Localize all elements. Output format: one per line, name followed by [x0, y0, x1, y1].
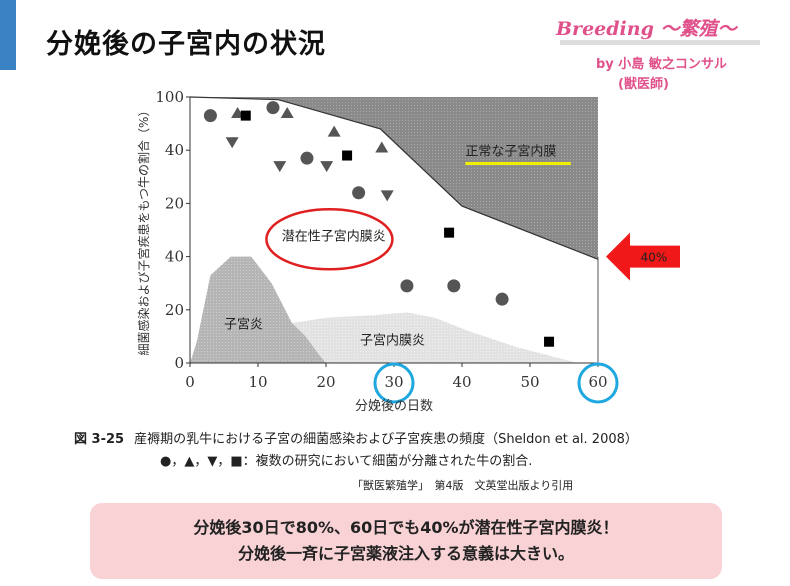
author-role: (獣医師): [618, 77, 669, 92]
label-endometritis: 子宮内膜炎: [360, 332, 425, 348]
y-tick-label: 100: [155, 88, 184, 106]
marker-circle: [447, 279, 461, 293]
y-tick-label: 20: [165, 194, 184, 212]
accent-bar: [0, 0, 16, 70]
y-tick-label: 40: [165, 248, 184, 266]
brand-underline: [560, 40, 760, 45]
marker-triangle-down: [320, 161, 334, 173]
figure-number: 図 3-25: [74, 432, 125, 447]
marker-circle: [495, 292, 509, 306]
author: by 小島 敏之コンサル (獣医師): [596, 55, 727, 95]
area-endometritis: [292, 312, 578, 363]
marker-square: [544, 336, 555, 347]
legend-caption: ●，▲，▼，■：複数の研究において細菌が分離された牛の割合.: [160, 454, 533, 469]
x-tick-label: 10: [248, 373, 267, 391]
y-tick-label: 40: [165, 141, 184, 159]
marker-circle: [400, 279, 414, 293]
highlight-ellipse: [265, 208, 394, 271]
y-axis-label: 細菌感染および子宮疾患をもつ牛の割合（%）: [136, 105, 151, 356]
x-tick-label: 60: [588, 373, 607, 391]
caption-text: 産褥期の乳牛における子宮の細菌感染および子宮疾患の頻度（Sheldon et a…: [134, 432, 638, 447]
x-tick-label: 20: [316, 373, 335, 391]
note-line-2: 分娩後一斉に子宮薬液注入する意義は大きい。: [237, 544, 574, 563]
x-tick-label: 30: [384, 373, 403, 391]
x-axis-label: 分娩後の日数: [355, 399, 433, 414]
marker-triangle-up: [375, 141, 389, 153]
area-metritis: [190, 256, 326, 363]
chart: 0 10 20 30 40 50 60 0 20 40 20 40 100 分娩後の日数 細菌感染および子宮…: [136, 88, 680, 414]
normal-boundary-line: [189, 96, 599, 260]
highlight-circle: [577, 362, 619, 404]
author-name: by 小島 敏之コンサル: [596, 57, 727, 72]
label-metritis: 子宮炎: [224, 316, 263, 332]
marker-triangle-down: [225, 137, 239, 149]
marker-triangle-up: [327, 125, 341, 137]
summary-note: 分娩後30日で80%、60日でも40%が潜在性子宮内膜炎！ 分娩後一斉に子宮薬液…: [90, 503, 722, 579]
marker-triangle-down: [273, 161, 287, 173]
y-tick-label: 20: [165, 301, 184, 319]
highlight-circle: [373, 362, 415, 404]
label-normal: 正常な子宮内膜: [465, 144, 556, 160]
marker-square: [240, 110, 251, 121]
arrow-label: 40%: [641, 251, 668, 265]
marker-circle: [300, 151, 314, 165]
area-normal-endometrium: [190, 97, 598, 260]
note-line-1: 分娩後30日で80%、60日でも40%が潜在性子宮内膜炎！: [193, 518, 619, 537]
marker-triangle-down: [380, 190, 394, 202]
marker-circle: [352, 186, 366, 200]
x-tick-label: 40: [452, 373, 471, 391]
label-subclinical: 潜在性子宮内膜炎: [282, 229, 386, 245]
marker-triangle-up: [280, 106, 294, 118]
figure-caption: 図 3-25 産褥期の乳牛における子宮の細菌感染および子宮疾患の頻度（Sheldo…: [74, 428, 638, 447]
marker-square: [444, 227, 455, 238]
marker-square: [342, 150, 353, 161]
marker-circle: [203, 109, 217, 123]
brand-logo: Breeding ～繁殖～: [556, 18, 737, 40]
x-tick-label: 50: [520, 373, 539, 391]
page-title: 分娩後の子宮内の状況: [46, 29, 326, 60]
source-citation: 「獣医繁殖学」 第4版 文英堂出版より引用: [352, 479, 574, 492]
y-tick-label: 0: [174, 354, 184, 372]
x-tick-label: 0: [185, 373, 195, 391]
marker-circle: [266, 101, 280, 115]
red-arrow-icon: [606, 232, 680, 281]
